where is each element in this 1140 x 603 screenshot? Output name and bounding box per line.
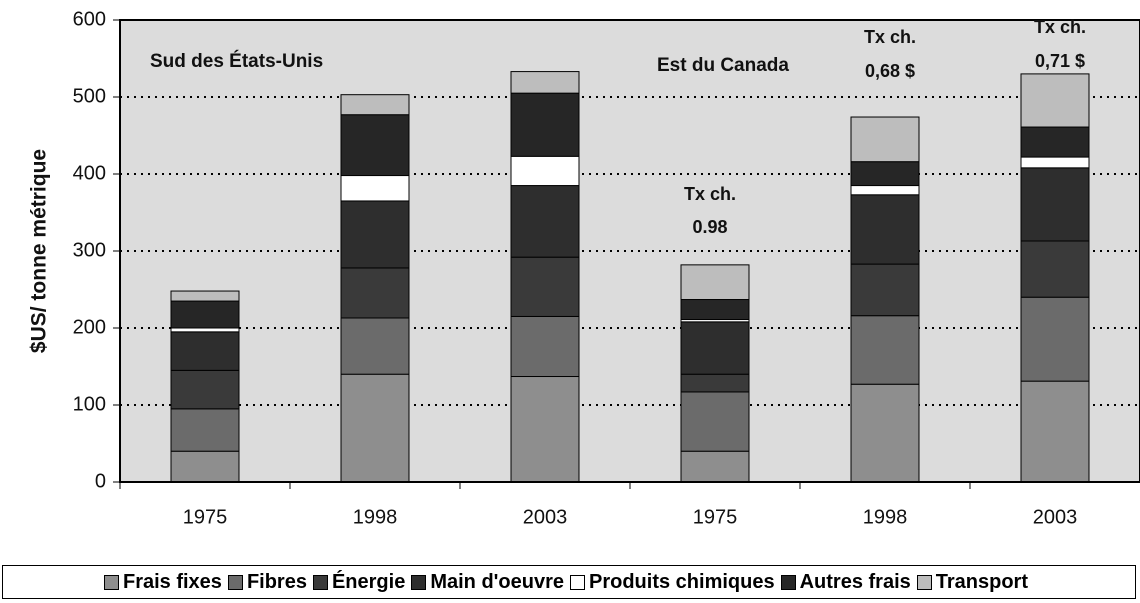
bar-segment [170,331,240,371]
bar-segment [170,327,240,333]
legend-item: Fibres [227,570,307,594]
legend-label: Énergie [331,570,406,593]
bar-segment [1020,167,1090,242]
bar-segment [170,450,240,483]
bar-segment [340,114,410,177]
legend-swatch [916,574,932,590]
bar-segment [340,373,410,483]
legend-item: Main d'oeuvre [411,571,564,594]
x-tick-label: 1998 [863,506,908,528]
bar-segment [170,290,240,302]
y-tick-label: 100 [73,393,106,415]
y-tick-label: 500 [73,85,106,107]
x-tick-label: 1975 [183,506,228,528]
legend-swatch [103,574,119,590]
legend-label: Fibres [246,570,307,593]
bar-segment [510,376,580,483]
bar-segment [1020,156,1090,169]
bar-segment [850,194,920,265]
legend-item: Énergie [312,570,406,594]
bar-segment [340,200,410,269]
bar-segment [850,263,920,317]
bar-segment [510,315,580,378]
x-tick-label: 1998 [353,506,398,528]
annotation: 0.98 [692,217,727,237]
legend-swatch [570,574,585,590]
legend-swatch [780,574,796,590]
bar-segment [510,155,580,187]
bar-segment [680,321,750,375]
x-tick-label: 1975 [693,506,738,528]
legend-label: Produits chimiques [589,570,775,593]
legend-item: Produits chimiques [570,571,775,594]
bar-segment [680,264,750,301]
x-tick-label: 2003 [523,506,568,528]
legend-label: Frais fixes [122,570,222,593]
annotation: Tx ch. [864,27,916,47]
bar-segment [340,94,410,116]
bar-segment [850,116,920,163]
bar-segment [850,185,920,196]
legend-label: Main d'oeuvre [430,570,564,593]
bar-segment [680,373,750,393]
y-tick-label: 600 [73,8,106,30]
bar-segment [340,175,410,202]
chart: $US/ tonne métrique 0 100 200 300 400 500 600 1… [28,8,1140,528]
annotation: Tx ch. [1034,17,1086,37]
legend-item: Frais fixes [103,570,222,594]
bar-segment [1020,296,1090,382]
bar-segment [1020,240,1090,298]
bar-segment [1020,126,1090,158]
y-tick-label: 200 [73,316,106,338]
bar-segment [1020,380,1090,483]
legend: Frais fixes Fibres Énergie Main d'oeuvre Pro… [2,565,1136,599]
legend-swatch [227,574,243,590]
bar-segment [170,300,240,329]
y-axis-label: $US/ tonne métrique [28,149,51,353]
annotation: 0,68 $ [865,61,915,81]
legend-swatch [312,574,328,590]
legend-swatch [411,574,427,590]
y-tick-label: 400 [73,162,106,184]
annotation: 0,71 $ [1035,51,1085,71]
bar-segment [510,92,580,157]
legend-item: Autres frais [780,570,911,594]
y-tick-label: 300 [73,239,106,261]
bar-segment [340,267,410,319]
bar-segment [510,71,580,94]
bar-segment [850,383,920,483]
bar-segment [850,161,920,187]
bar-segment [680,450,750,483]
annotation: Sud des États-Unis [150,50,323,72]
bar-segment [1020,73,1090,128]
bar-segment [850,315,920,385]
legend-label: Autres frais [799,570,911,593]
bar-segment [340,317,410,375]
annotation: Tx ch. [684,184,736,204]
bar-segment [170,369,240,410]
plot-area [119,19,1140,483]
bar-segment [170,408,240,452]
y-tick-label: 0 [95,470,106,492]
annotation: Est du Canada [657,55,789,76]
bar-segment [510,256,580,317]
bar-segment [510,185,580,258]
legend-item: Transport [916,570,1028,594]
bar-segment [680,391,750,452]
bar-segment [680,299,750,321]
legend-label: Transport [935,570,1028,593]
x-tick-label: 2003 [1033,506,1078,528]
